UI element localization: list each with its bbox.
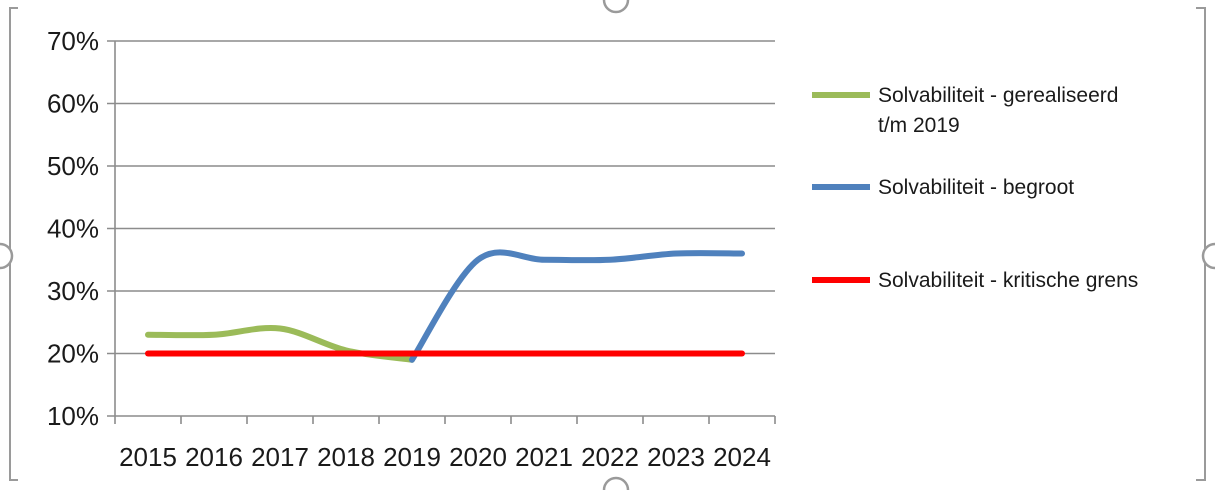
- x-tick-label: 2022: [581, 442, 639, 472]
- legend: Solvabiliteit - gerealiseerd t/m 2019 Solv…: [812, 84, 1138, 292]
- y-tick-label: 70%: [47, 26, 99, 56]
- y-tick-label: 20%: [47, 339, 99, 369]
- x-tick-label: 2015: [119, 442, 177, 472]
- frame-left-bracket: [9, 7, 18, 481]
- x-tick-label: 2021: [515, 442, 573, 472]
- y-tick-label: 10%: [47, 401, 99, 431]
- x-tick-label: 2016: [185, 442, 243, 472]
- handle-right[interactable]: [1201, 242, 1215, 270]
- handle-left[interactable]: [0, 242, 14, 270]
- frame-right-bracket: [1196, 7, 1206, 481]
- handle-top[interactable]: [602, 0, 630, 14]
- x-tick-label: 2020: [449, 442, 507, 472]
- x-tick-label: 2023: [647, 442, 705, 472]
- y-axis-tick-labels: 10% 20% 30% 40% 50% 60% 70%: [47, 26, 99, 431]
- x-tick-label: 2019: [383, 442, 441, 472]
- y-tick-label: 50%: [47, 151, 99, 181]
- legend-label: Solvabiliteit - kritische grens: [878, 269, 1138, 292]
- y-tick-label: 60%: [47, 89, 99, 119]
- legend-label: t/m 2019: [878, 114, 960, 137]
- chart-frame: [9, 7, 1206, 481]
- series-lines: [145, 249, 745, 363]
- x-tick-label: 2017: [251, 442, 309, 472]
- legend-label: Solvabiliteit - begroot: [878, 176, 1074, 199]
- x-axis-tick-labels: 2015 2016 2017 2018 2019 2020 2021 2022 2023 2024: [119, 442, 771, 472]
- series-line-2: [409, 249, 745, 363]
- y-tick-label: 40%: [47, 214, 99, 244]
- y-tick-label: 30%: [47, 276, 99, 306]
- x-tick-label: 2018: [317, 442, 375, 472]
- axes: [114, 41, 776, 424]
- gridlines: [107, 40, 775, 417]
- x-tick-label: 2024: [713, 442, 771, 472]
- handle-bottom[interactable]: [602, 476, 630, 490]
- legend-label: Solvabiliteit - gerealiseerd: [878, 84, 1118, 107]
